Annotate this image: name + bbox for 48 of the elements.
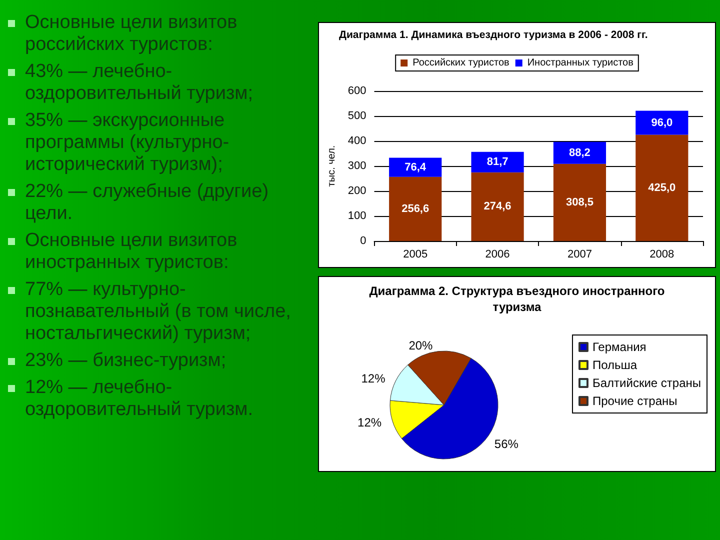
text: 22% — служебные (другие) цели.: [25, 181, 270, 225]
bar: [389, 158, 442, 177]
bar: [636, 134, 688, 241]
data-label: 76,4: [404, 161, 427, 174]
bar: [389, 176, 442, 241]
y-axis-title: тыс. чел.: [326, 145, 338, 187]
x-tick-label: 2008: [650, 248, 674, 260]
data-label: 12%: [358, 415, 382, 430]
data-label: 12%: [361, 371, 386, 386]
y-tick-label: 0: [360, 235, 366, 247]
y-tick-label: 300: [348, 160, 366, 172]
x-tick-label: 2007: [567, 248, 592, 260]
data-label: 20%: [408, 338, 434, 352]
legend-label: Польша: [592, 358, 638, 372]
y-tick-label: 500: [348, 110, 366, 122]
data-label: 96,0: [651, 116, 673, 129]
y-tick-label: 600: [348, 85, 366, 97]
legend-label: Прочие страны: [592, 394, 678, 408]
y-tick-label: 200: [348, 185, 366, 197]
text: 77% — культурно-познавательный (в том числе, ностальгический) туризм;: [25, 279, 292, 345]
y-tick-label: 100: [348, 210, 366, 222]
data-label: 88,2: [569, 146, 590, 159]
chart-title: Диаграмма 1. Динамика въездного туризма в 2006 - 2008 гг.: [339, 29, 648, 42]
text: Основные цели визитов иностранных туристов:: [25, 230, 238, 274]
text: 43% — лечебно-оздоровительный туризм;: [25, 61, 254, 105]
text: Основные цели визитов российских туристов:: [25, 12, 238, 56]
bar: [636, 110, 688, 135]
legend-label: Российских туристов: [412, 58, 510, 68]
x-tick-label: 2006: [485, 248, 510, 260]
text: 35% — экскурсионные программы (культурно-исторический туризм);: [25, 110, 230, 176]
x-tick-label: 2005: [403, 248, 428, 260]
text: 23% — бизнес-туризм;: [25, 350, 226, 372]
text: 12% — лечебно-оздоровительный туризм.: [25, 377, 254, 421]
data-label: 81,7: [486, 156, 508, 168]
data-label: 274,6: [484, 200, 512, 213]
data-label: 308,5: [566, 196, 594, 208]
data-label: 56%: [494, 437, 519, 452]
chart-title: Диаграмма 2. Структура въездного иностранного туризма: [368, 283, 666, 315]
legend-label: Иностранных туристов: [527, 58, 634, 68]
data-label: 256,6: [402, 202, 430, 215]
data-label: 425,0: [648, 182, 676, 194]
bar: [553, 142, 606, 164]
y-tick-label: 400: [348, 135, 366, 147]
bar: [553, 164, 606, 241]
bar: [471, 152, 524, 172]
legend-label: Балтийские страны: [592, 376, 702, 390]
legend-label: Германия: [592, 340, 646, 354]
bar: [471, 172, 524, 241]
